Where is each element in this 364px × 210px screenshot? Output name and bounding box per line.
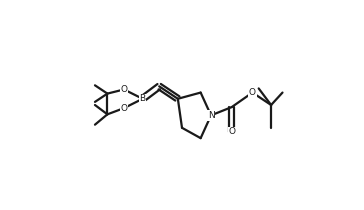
Text: O: O (249, 88, 256, 97)
Text: B: B (139, 94, 146, 103)
Text: O: O (120, 85, 127, 94)
Text: N: N (207, 111, 214, 120)
Text: O: O (228, 127, 235, 136)
Text: O: O (120, 104, 127, 113)
